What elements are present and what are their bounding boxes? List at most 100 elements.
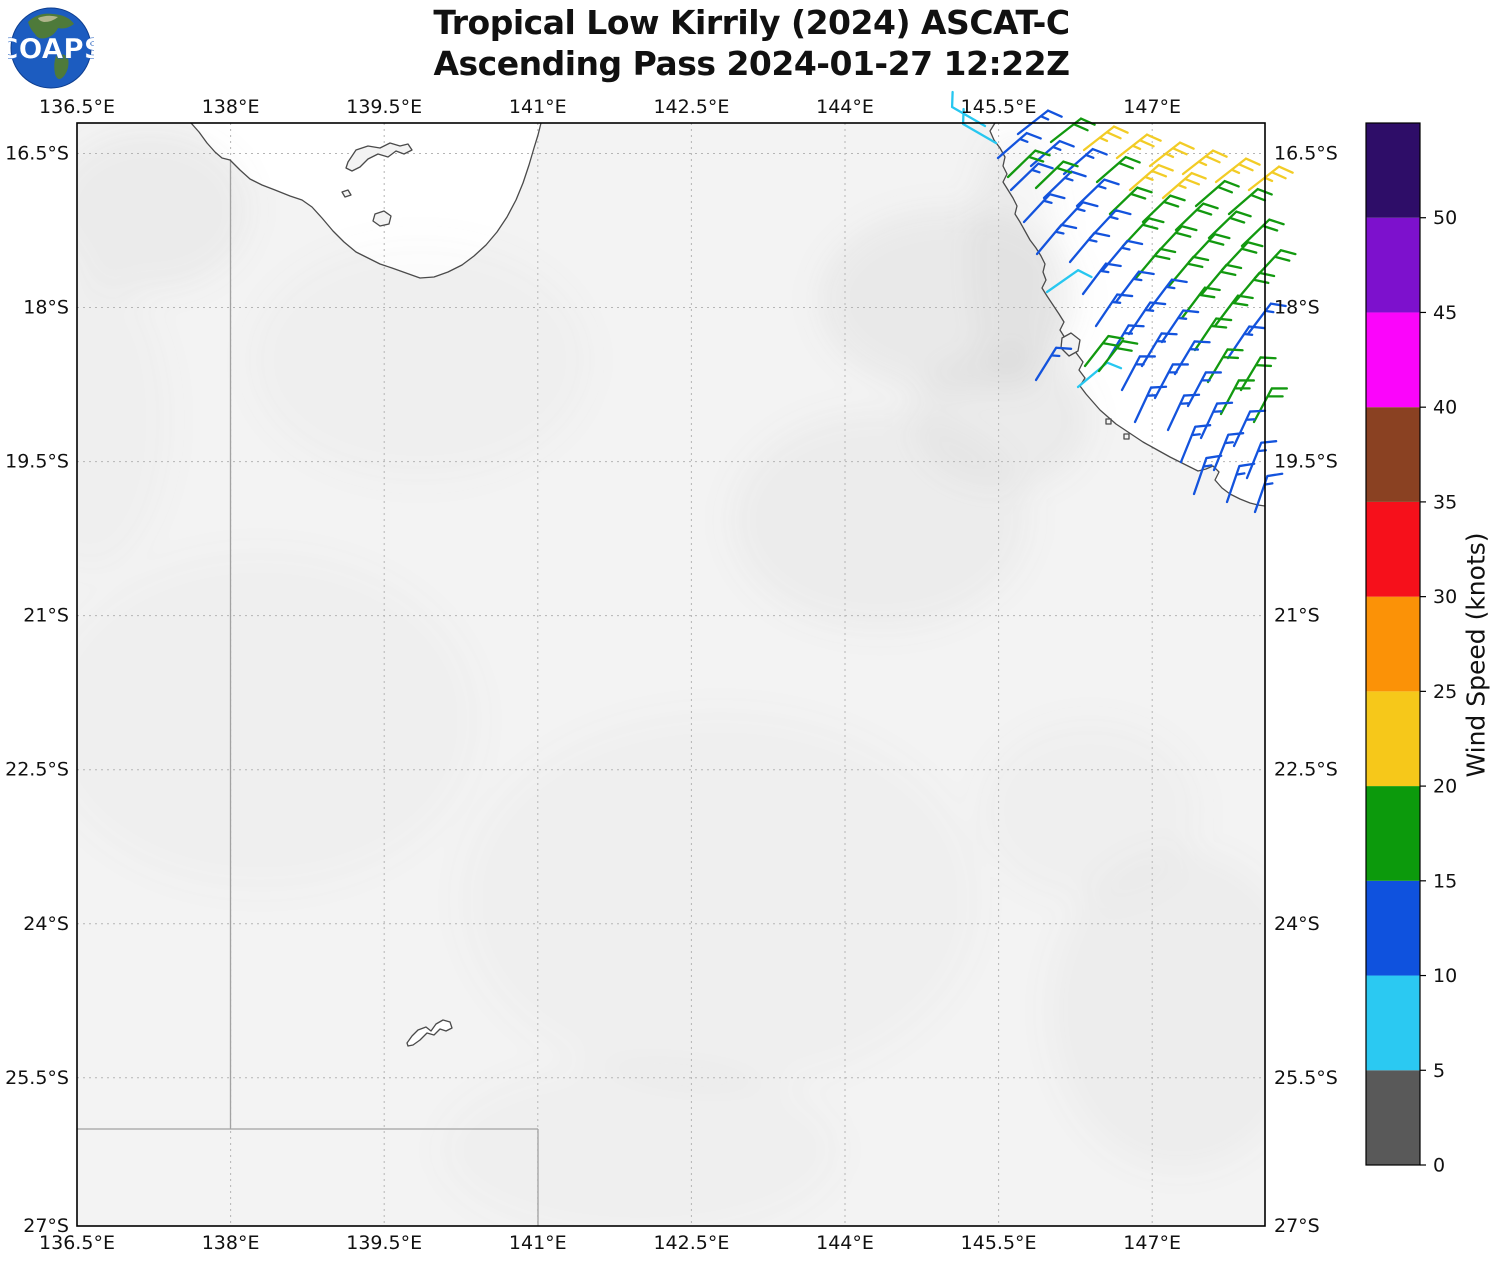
wind-barb-15kt	[1127, 301, 1167, 336]
wind-barb-15kt	[1009, 162, 1054, 192]
gulf-of-carpentaria-coastline	[190, 123, 542, 279]
wind-barb-15kt	[1166, 393, 1201, 432]
lat-tick-label-right: 16.5°S	[1274, 143, 1338, 165]
wind-barb-15kt	[1226, 325, 1266, 360]
wind-barb-20kt	[1141, 194, 1186, 224]
wind-barb-20kt	[1097, 339, 1139, 373]
wind-barb-15kt	[1120, 355, 1156, 392]
lon-tick-label-bottom: 139.5°E	[346, 1232, 422, 1254]
wind-barb-field	[950, 90, 1297, 514]
lon-tick-label-top: 141°E	[509, 96, 567, 118]
mornington-island	[345, 142, 413, 172]
terrain-blob	[440, 1060, 840, 1240]
wind-barb-20kt	[1034, 160, 1079, 190]
wind-barb-20kt	[1239, 356, 1277, 392]
lon-tick-label-bottom: 142.5°E	[653, 1232, 729, 1254]
wind-barb-10kt	[1045, 269, 1093, 294]
wind-barb-15kt	[1034, 346, 1073, 382]
wind-barb-20kt	[1252, 387, 1288, 424]
wind-barb-15kt	[1062, 147, 1108, 176]
colorbar-segment-10-15	[1366, 880, 1420, 976]
lon-tick-label-top: 145.5°E	[961, 96, 1037, 118]
terrain-shading	[40, 130, 1265, 1240]
lat-tick-label-left: 24°S	[23, 913, 69, 935]
colorbar-segment-25-30	[1366, 596, 1420, 692]
lon-tick-label-bottom: 136.5°E	[39, 1232, 115, 1254]
wind-barb-15kt	[996, 131, 1042, 160]
lat-tick-label-left: 18°S	[23, 297, 69, 319]
islet	[1123, 433, 1130, 440]
colorbar-frame	[1365, 122, 1421, 1166]
colorbar-segment-40-45	[1366, 312, 1420, 408]
wind-barb-15kt	[1101, 239, 1144, 272]
wind-barb-20kt	[1200, 263, 1243, 296]
lat-tick-label-right: 18°S	[1274, 297, 1320, 319]
colorbar-segment-15-20	[1366, 786, 1420, 881]
lon-tick-label-bottom: 144°E	[816, 1232, 874, 1254]
graticule	[77, 123, 1265, 1226]
axis-labels: 136.5°E 136.5°E 138°E 138°E 139.5°E 139.5°E 14…	[5, 96, 1457, 1254]
wind-barb-20kt	[1095, 155, 1141, 184]
wind-barb-15kt	[1035, 223, 1078, 256]
colorbar	[1366, 123, 1426, 1166]
lon-tick-label-top: 136.5°E	[39, 96, 115, 118]
wind-barb-15kt	[1245, 440, 1278, 480]
lon-tick-label-top: 144°E	[816, 96, 874, 118]
terrain-blob	[970, 130, 1060, 390]
colorbar-segment-45-50	[1366, 217, 1420, 313]
wind-barb-20kt	[1219, 379, 1255, 416]
wind-barb-15kt	[1225, 462, 1256, 504]
lon-tick-label-top: 147°E	[1123, 96, 1181, 118]
wind-barb-25kt	[1115, 133, 1162, 160]
title-line-2: Ascending Pass 2024-01-27 12:22Z	[433, 44, 1070, 84]
lon-tick-label-top: 142.5°E	[653, 96, 729, 118]
wind-barb-20kt	[1006, 149, 1051, 179]
colorbar-segment-5-10	[1366, 975, 1420, 1071]
colorbar-tick-label: 20	[1433, 776, 1457, 798]
wind-barb-20kt	[1233, 271, 1276, 304]
small-island	[341, 189, 352, 198]
wind-barb-20kt	[1049, 117, 1096, 144]
wind-barb-20kt	[1180, 286, 1221, 320]
colorbar-tick-label: 45	[1433, 302, 1457, 324]
lon-tick-label-bottom: 141°E	[509, 1232, 567, 1254]
lat-tick-label-right: 27°S	[1274, 1215, 1320, 1237]
colorbar-tick-label: 25	[1433, 681, 1457, 703]
colorbar-tick-label: 10	[1433, 965, 1457, 987]
colorbar-tick-label: 0	[1433, 1155, 1445, 1177]
lat-tick-label-right: 19.5°S	[1274, 451, 1338, 473]
title-line-1: Tropical Low Kirrily (2024) ASCAT-C	[433, 3, 1070, 42]
terrain-blob	[980, 720, 1200, 900]
lat-tick-label-left: 22.5°S	[5, 759, 69, 781]
terrain-blob	[77, 270, 170, 570]
wind-barb-20kt	[1083, 334, 1125, 368]
colorbar-tick-label: 30	[1433, 586, 1457, 608]
wind-barb-20kt	[1213, 294, 1254, 328]
terrain-blob	[40, 550, 480, 890]
wind-barb-15kt	[1081, 262, 1122, 296]
wind-barb-20kt	[1167, 255, 1210, 288]
wind-barb-15kt	[1212, 432, 1245, 472]
lat-tick-label-right: 21°S	[1274, 605, 1320, 627]
wind-barb-15kt	[1075, 178, 1120, 208]
wind-barb-15kt	[1094, 293, 1134, 328]
wind-barb-15kt	[1147, 278, 1188, 312]
wind-barb-20kt	[1194, 179, 1240, 208]
terrain-blob	[250, 240, 590, 480]
wind-barb-15kt	[1068, 231, 1111, 264]
bentinck-island	[372, 210, 392, 227]
colorbar-segment-50-55	[1366, 123, 1420, 218]
wind-barb-25kt	[1128, 163, 1174, 192]
lat-tick-label-right: 24°S	[1274, 913, 1320, 935]
wind-barb-20kt	[1134, 247, 1177, 280]
colorbar-segment-35-40	[1366, 407, 1420, 502]
wind-barb-15kt	[1192, 454, 1223, 496]
wind-barb-15kt	[1022, 193, 1066, 224]
wind-barb-15kt	[1173, 340, 1211, 376]
islet	[1105, 418, 1112, 425]
wind-barb-25kt	[1082, 125, 1129, 152]
page-title: Tropical Low Kirrily (2024) ASCAT-C Asce…	[0, 2, 1503, 85]
lat-tick-label-left: 19.5°S	[5, 451, 69, 473]
